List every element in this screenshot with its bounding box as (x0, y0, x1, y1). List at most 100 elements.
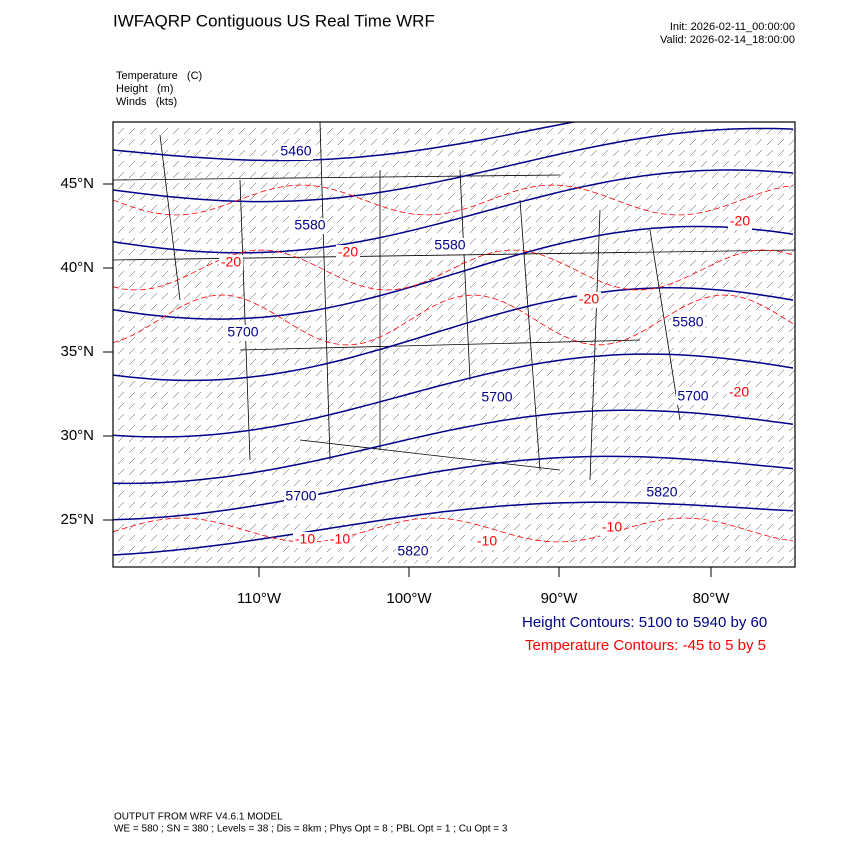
wind-barb (733, 314, 741, 322)
wind-barb (172, 523, 180, 531)
height-label: 5700 (285, 488, 316, 504)
wind-barb (645, 160, 653, 168)
wind-barb (293, 380, 301, 388)
wind-barb (414, 512, 422, 520)
wind-barb (755, 314, 763, 322)
wind-barb (183, 556, 191, 564)
wind-barb (271, 545, 279, 553)
wind-barb (304, 336, 312, 344)
wind-barb (744, 490, 752, 498)
wind-barb (568, 314, 576, 322)
wind-barb (260, 171, 268, 179)
wind-barb (722, 237, 730, 245)
wind-barb (205, 270, 213, 278)
wind-barb (524, 314, 532, 322)
wind-barb (689, 545, 697, 553)
wind-barb (128, 149, 136, 157)
wind-barb (766, 534, 774, 542)
wind-barb (480, 325, 488, 333)
lat-label: 45°N (60, 175, 94, 192)
wind-barb (502, 138, 510, 146)
wind-barb (326, 215, 334, 223)
wind-barb (645, 204, 653, 212)
wind-barb (678, 149, 686, 157)
wind-barb (458, 314, 466, 322)
wind-barb (502, 479, 510, 487)
wind-barb (282, 468, 290, 476)
wind-barb (678, 336, 686, 344)
wind-barb (557, 303, 565, 311)
wind-barb (612, 358, 620, 366)
wind-barb (293, 369, 301, 377)
wind-barb (678, 138, 686, 146)
wind-barb (227, 281, 235, 289)
wind-barb (293, 281, 301, 289)
wind-barb (579, 369, 587, 377)
height-label: 5820 (397, 543, 428, 559)
wind-barb (205, 413, 213, 421)
wind-barb (623, 380, 631, 388)
wind-barb (744, 336, 752, 344)
wind-barb (678, 215, 686, 223)
wind-barb (403, 424, 411, 432)
wind-barb (579, 402, 587, 410)
wind-barb (337, 270, 345, 278)
wind-barb (722, 424, 730, 432)
wind-barb (172, 402, 180, 410)
wind-barb (590, 380, 598, 388)
wind-barb (392, 424, 400, 432)
wind-barb (436, 501, 444, 509)
wind-barb (139, 303, 147, 311)
wind-barb (260, 270, 268, 278)
wind-barb (183, 248, 191, 256)
wind-barb (491, 314, 499, 322)
wind-barb (546, 457, 554, 465)
wind-barb (304, 369, 312, 377)
wind-barb (381, 490, 389, 498)
wind-barb (535, 336, 543, 344)
wind-barb (238, 391, 246, 399)
wind-barb (722, 314, 730, 322)
wind-barb (447, 127, 455, 135)
wind-barb (315, 402, 323, 410)
wind-barb (447, 149, 455, 157)
wind-barb (447, 259, 455, 267)
wind-barb (370, 457, 378, 465)
wind-barb (469, 479, 477, 487)
wind-barb (678, 435, 686, 443)
wind-barb (656, 512, 664, 520)
wind-barb (744, 171, 752, 179)
wind-barb (183, 424, 191, 432)
wind-barb (513, 380, 521, 388)
wind-barb (557, 292, 565, 300)
wind-barb (458, 512, 466, 520)
wind-barb (425, 534, 433, 542)
wind-barb (172, 204, 180, 212)
wind-barb (238, 171, 246, 179)
wind-barb (568, 303, 576, 311)
wind-barb (216, 292, 224, 300)
wind-barb (612, 160, 620, 168)
wind-barb (425, 380, 433, 388)
wind-barb (733, 248, 741, 256)
wind-barb (392, 391, 400, 399)
wind-barb (601, 369, 609, 377)
wind-barb (172, 215, 180, 223)
wind-barb (788, 292, 795, 300)
wind-barb (326, 149, 334, 157)
wind-barb (348, 556, 356, 564)
wind-barb (612, 380, 620, 388)
wind-barb (183, 534, 191, 542)
wind-barb (216, 490, 224, 498)
wind-barb (370, 545, 378, 553)
wind-barb (249, 347, 257, 355)
wind-barb (744, 347, 752, 355)
wind-barb (117, 281, 125, 289)
wind-barb (348, 292, 356, 300)
wind-barb (612, 182, 620, 190)
wind-barb (744, 479, 752, 487)
wind-barb (744, 402, 752, 410)
wind-barb (722, 446, 730, 454)
wind-barb (700, 446, 708, 454)
wind-barb (381, 215, 389, 223)
